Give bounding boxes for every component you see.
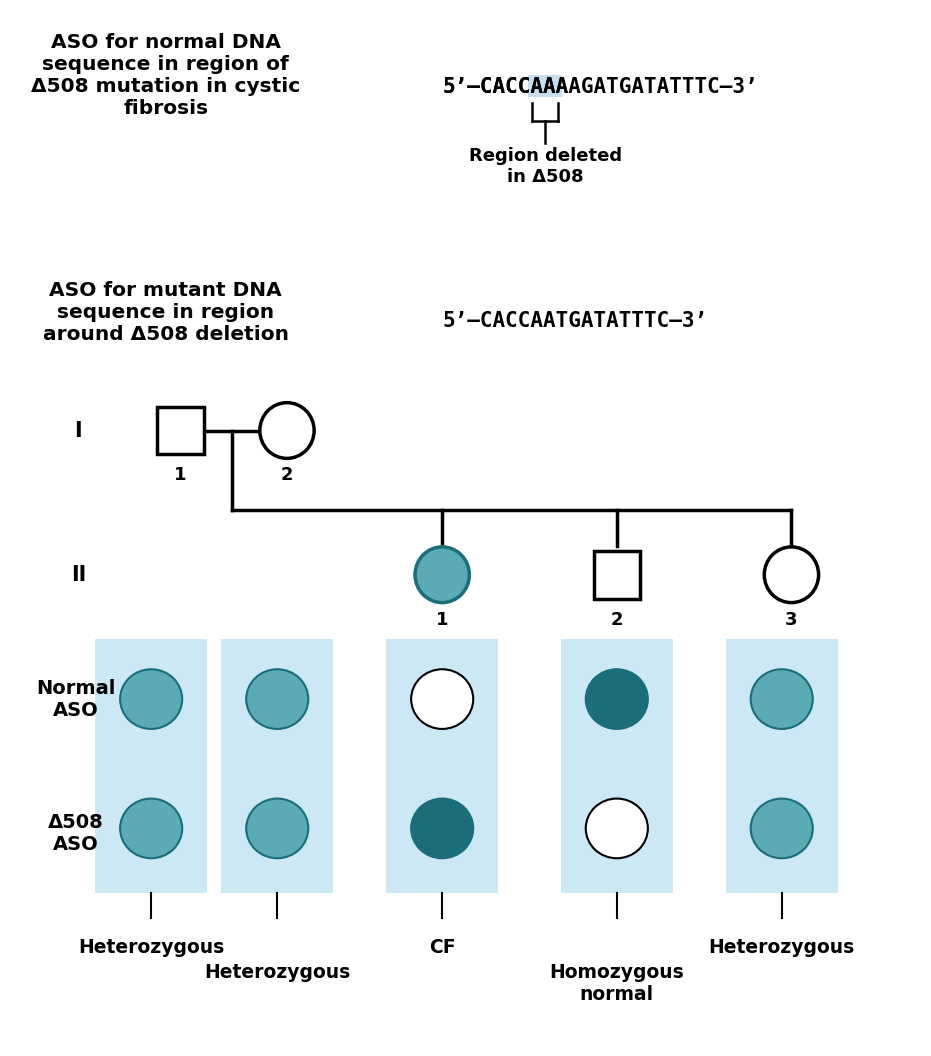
Bar (157, 407, 204, 454)
Ellipse shape (120, 798, 182, 859)
Text: Heterozygous: Heterozygous (708, 938, 855, 957)
Text: 5’–CACCAATGATATTTC–3’: 5’–CACCAATGATATTTC–3’ (442, 312, 708, 332)
Text: 5’–CACCAAA: 5’–CACCAAA (442, 77, 569, 97)
Text: 1: 1 (436, 610, 449, 628)
Ellipse shape (412, 670, 473, 729)
Text: ASO for mutant DNA
sequence in region
around Δ508 deletion: ASO for mutant DNA sequence in region ar… (43, 281, 289, 344)
Text: 3: 3 (785, 610, 798, 628)
Text: CF: CF (429, 938, 455, 957)
Ellipse shape (586, 670, 648, 729)
Ellipse shape (412, 798, 473, 859)
Text: 5’–CACCAAAAGATGATATTTC–3’: 5’–CACCAAAAGATGATATTTC–3’ (442, 77, 758, 97)
Text: Δ508
ASO: Δ508 ASO (47, 813, 103, 854)
Text: ASO for normal DNA
sequence in region of
Δ508 mutation in cystic
fibrosis: ASO for normal DNA sequence in region of… (31, 33, 301, 117)
Text: Normal
ASO: Normal ASO (35, 679, 115, 719)
Bar (726, 640, 838, 893)
Ellipse shape (120, 670, 182, 729)
Text: 2: 2 (281, 467, 293, 485)
Bar (528, 75, 562, 97)
Ellipse shape (750, 798, 813, 859)
Text: Heterozygous: Heterozygous (204, 963, 350, 982)
Text: I: I (74, 420, 82, 440)
Bar (386, 640, 498, 893)
Bar (594, 551, 641, 599)
Bar (561, 640, 672, 893)
Text: 1: 1 (174, 467, 186, 485)
Bar (222, 640, 333, 893)
Text: Region deleted
in Δ508: Region deleted in Δ508 (468, 147, 622, 186)
Text: Homozygous
normal: Homozygous normal (549, 963, 684, 1003)
Ellipse shape (586, 798, 648, 859)
Ellipse shape (764, 547, 818, 603)
Ellipse shape (260, 402, 314, 458)
Text: Heterozygous: Heterozygous (78, 938, 224, 957)
Text: II: II (71, 565, 86, 585)
Text: 2: 2 (611, 610, 623, 628)
Bar (95, 640, 207, 893)
Ellipse shape (246, 670, 308, 729)
Ellipse shape (750, 670, 813, 729)
Ellipse shape (415, 547, 469, 603)
Ellipse shape (246, 798, 308, 859)
